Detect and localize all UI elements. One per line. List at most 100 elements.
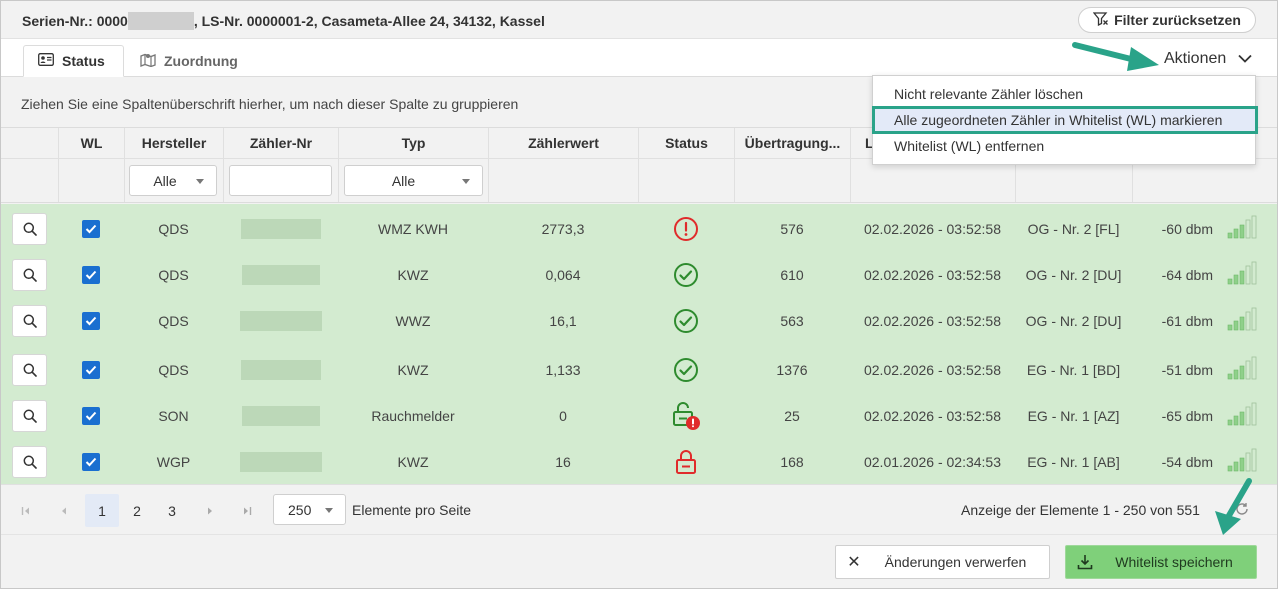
search-icon[interactable] — [12, 354, 47, 386]
tab-bar: Status Zuordnung Aktionen — [1, 39, 1277, 77]
next-page-button[interactable] — [193, 494, 227, 527]
tab-zuordnung-label: Zuordnung — [164, 53, 238, 69]
page-size-select[interactable]: 250 — [273, 494, 346, 525]
hersteller-cell: SON — [158, 408, 189, 424]
lage-cell: EG - Nr. 1 [AB] — [1027, 454, 1120, 470]
check-circle-icon — [674, 358, 698, 382]
title-bar: Serien-Nr.: 0000 , LS-Nr. 0000001-2, Casa… — [1, 1, 1277, 39]
typ-cell: WWZ — [395, 313, 431, 329]
redacted-meter-number — [241, 406, 320, 426]
redacted-meter-number — [241, 265, 320, 285]
tab-status[interactable]: Status — [23, 45, 124, 77]
datum-cell: 02.01.2026 - 02:34:53 — [863, 454, 1001, 470]
save-whitelist-button[interactable]: Whitelist speichern — [1065, 545, 1257, 579]
signal-strength-text: -65 dbm — [1161, 408, 1213, 424]
table-row[interactable]: QDS KWZ 1,133 1376 02.02.2026 - 03:52:58 EG -… — [1, 347, 1277, 393]
search-icon[interactable] — [12, 259, 47, 291]
filter-reset-button[interactable]: Filter zurücksetzen — [1078, 7, 1256, 33]
error-icon — [674, 217, 698, 241]
col-header-zaehlerwert[interactable]: Zählerwert — [488, 128, 638, 158]
signal-strength-text: -64 dbm — [1161, 267, 1213, 283]
wl-checkbox[interactable] — [82, 453, 100, 471]
table-row[interactable]: SON Rauchmelder 0 25 02.02.2026 - 03:52:58 EG… — [1, 393, 1277, 439]
table-row[interactable]: WGP KWZ 16 168 02.01.2026 - 02:34:53 EG - Nr.… — [1, 439, 1277, 485]
filter-cell — [638, 158, 734, 202]
tab-zuordnung[interactable]: Zuordnung — [126, 45, 252, 77]
datum-cell: 02.02.2026 - 03:52:58 — [863, 221, 1001, 237]
typ-cell: KWZ — [397, 362, 429, 378]
prev-page-icon — [62, 507, 66, 514]
lage-cell: EG - Nr. 1 [BD] — [1026, 362, 1121, 378]
typ-cell: KWZ — [397, 267, 429, 283]
col-header-hersteller[interactable]: Hersteller — [124, 128, 223, 158]
prev-page-button[interactable] — [47, 494, 81, 527]
signal-strength-text: -60 dbm — [1161, 221, 1213, 237]
col-header-actions — [1, 128, 58, 158]
wl-checkbox[interactable] — [82, 312, 100, 330]
zaehler-nr-cell — [223, 252, 338, 298]
table-row[interactable]: QDS WMZ KWH 2773,3 576 02.02.2026 - 03:52:58… — [1, 206, 1277, 252]
col-header-uebertragung[interactable]: Übertragung... — [734, 128, 850, 158]
wl-cell — [58, 206, 124, 252]
status-cell — [638, 439, 734, 485]
search-icon[interactable] — [12, 400, 47, 432]
page-button-2[interactable]: 2 — [133, 502, 141, 519]
menu-item-remove-whitelist[interactable]: Whitelist (WL) entfernen — [894, 138, 1045, 154]
typ-cell: KWZ — [397, 454, 429, 470]
detail-cell — [1, 393, 58, 439]
hersteller-cell: QDS — [158, 362, 189, 378]
refresh-icon[interactable] — [1235, 502, 1249, 519]
unlocked-warning-icon — [673, 402, 700, 430]
title-suffix: , LS-Nr. 0000001-2, Casameta-Allee 24, 3… — [193, 13, 545, 29]
page-title: Serien-Nr.: 0000 , LS-Nr. 0000001-2, Casa… — [22, 12, 545, 30]
col-header-zaehler-nr[interactable]: Zähler-Nr — [223, 128, 338, 158]
lage-cell: OG - Nr. 2 [DU] — [1025, 267, 1122, 283]
first-page-button[interactable] — [9, 494, 43, 527]
table-row[interactable]: QDS KWZ 0,064 610 02.02.2026 - 03:52:58 OG - … — [1, 252, 1277, 298]
zaehler-nr-filter-input[interactable] — [229, 165, 332, 196]
page-size-label: Elemente pro Seite — [352, 502, 472, 518]
map-icon — [140, 52, 156, 70]
footer-bar: ✕ Änderungen verwerfen Whitelist speiche… — [1, 534, 1277, 588]
table-row[interactable]: QDS WWZ 16,1 563 02.02.2026 - 03:52:58 OG - N… — [1, 298, 1277, 344]
uebertragung-cell: 610 — [780, 267, 804, 283]
next-page-icon — [208, 507, 212, 514]
col-header-wl[interactable]: WL — [58, 128, 124, 158]
typ-filter-select[interactable]: Alle — [344, 165, 483, 196]
col-header-typ[interactable]: Typ — [338, 128, 488, 158]
wl-checkbox[interactable] — [82, 220, 100, 238]
search-icon[interactable] — [12, 446, 47, 478]
pager: 1 2 3 250 Elemente pro Seite Anzeige der… — [1, 484, 1277, 534]
zaehlerwert-cell: 2773,3 — [541, 221, 585, 237]
wl-checkbox[interactable] — [82, 266, 100, 284]
hersteller-cell: QDS — [158, 221, 189, 237]
search-icon[interactable] — [12, 213, 47, 245]
wl-checkbox[interactable] — [82, 361, 100, 379]
last-page-button[interactable] — [230, 494, 264, 527]
hersteller-filter-select[interactable]: Alle — [129, 165, 217, 196]
page-button-1[interactable]: 1 — [85, 494, 119, 527]
page-button-3[interactable]: 3 — [168, 502, 176, 519]
uebertragung-cell: 25 — [784, 408, 800, 424]
check-circle-icon — [674, 263, 698, 287]
status-cell — [638, 206, 734, 252]
col-header-status[interactable]: Status — [638, 128, 734, 158]
wl-cell — [58, 298, 124, 344]
zaehler-nr-cell — [223, 393, 338, 439]
menu-item-mark-whitelist[interactable]: Alle zugeordneten Zähler in Whitelist (W… — [872, 106, 1258, 134]
datum-cell: 02.02.2026 - 03:52:58 — [863, 267, 1001, 283]
annotation-arrow-icon — [1215, 478, 1252, 535]
menu-item-delete-irrelevant[interactable]: Nicht relevante Zähler löschen — [894, 86, 1084, 102]
redacted-meter-number — [239, 311, 322, 331]
last-page-icon — [244, 506, 252, 515]
title-prefix: Serien-Nr.: 0000 — [22, 13, 128, 29]
discard-changes-button[interactable]: ✕ Änderungen verwerfen — [835, 545, 1050, 579]
actions-dropdown[interactable]: Aktionen — [1164, 50, 1252, 68]
hersteller-filter-value: Alle — [153, 172, 177, 189]
detail-cell — [1, 206, 58, 252]
wl-checkbox[interactable] — [82, 407, 100, 425]
search-icon[interactable] — [12, 305, 47, 337]
col-header-datum[interactable]: L — [850, 128, 1015, 158]
wl-cell — [58, 252, 124, 298]
check-circle-icon — [674, 309, 698, 333]
